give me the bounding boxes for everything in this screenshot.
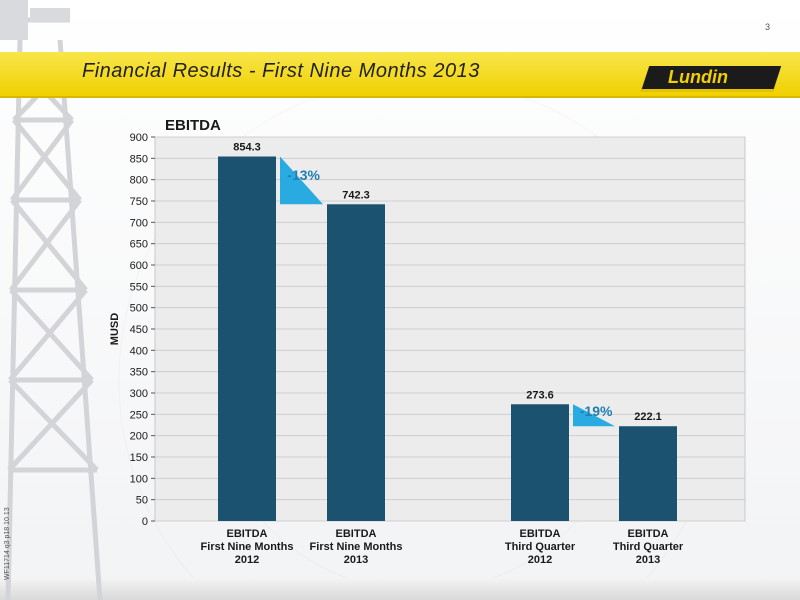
x-tick-label: Third Quarter bbox=[505, 541, 576, 553]
y-tick-label: 700 bbox=[130, 217, 148, 229]
x-tick-label: Third Quarter bbox=[613, 541, 684, 553]
bar-value-label: 273.6 bbox=[526, 389, 554, 401]
y-tick-label: 800 bbox=[130, 175, 148, 187]
page-number: 3 bbox=[764, 22, 770, 32]
slide-title: Financial Results - First Nine Months 20… bbox=[82, 60, 480, 82]
lundin-logo-text: Lundin bbox=[668, 67, 728, 87]
y-tick-label: 100 bbox=[130, 473, 148, 485]
y-tick-label: 550 bbox=[130, 281, 148, 293]
x-tick-label: 2012 bbox=[528, 554, 552, 566]
chart-title: EBITDA bbox=[165, 117, 221, 134]
y-tick-label: 350 bbox=[130, 367, 148, 379]
x-tick-label: EBITDA bbox=[628, 528, 669, 540]
y-tick-label: 500 bbox=[130, 303, 148, 315]
y-tick-label: 600 bbox=[130, 260, 148, 272]
y-tick-label: 200 bbox=[130, 431, 148, 443]
y-tick-label: 0 bbox=[142, 516, 148, 528]
y-tick-label: 50 bbox=[136, 495, 148, 507]
y-tick-label: 250 bbox=[130, 409, 148, 421]
change-percent-label: -19% bbox=[580, 403, 613, 419]
banner-underline bbox=[0, 96, 800, 98]
x-tick-label: First Nine Months bbox=[201, 541, 294, 553]
oil-derrick-icon bbox=[0, 0, 103, 600]
change-triangle bbox=[280, 156, 323, 205]
bottom-strip bbox=[0, 578, 800, 600]
x-tick-label: 2013 bbox=[344, 554, 368, 566]
bar bbox=[619, 426, 677, 521]
change-triangle bbox=[573, 404, 615, 427]
bars: 854.3 742.3 273.6 222.1 bbox=[218, 141, 677, 522]
x-tick-label: EBITDA bbox=[336, 528, 377, 540]
y-axis-ticks: 0 50 100 150 200 250 300 350 400 450 500 550 600 650 7… bbox=[130, 132, 155, 528]
y-tick-label: 450 bbox=[130, 324, 148, 336]
bar-value-label: 854.3 bbox=[233, 141, 261, 153]
bar bbox=[327, 204, 385, 521]
x-tick-label: 2012 bbox=[235, 554, 259, 566]
x-tick-label: EBITDA bbox=[520, 528, 561, 540]
bar bbox=[218, 156, 276, 522]
y-tick-label: 650 bbox=[130, 239, 148, 251]
bar-value-label: 222.1 bbox=[634, 411, 662, 423]
y-tick-label: 300 bbox=[130, 388, 148, 400]
y-tick-label: 400 bbox=[130, 345, 148, 357]
y-tick-label: 850 bbox=[130, 153, 148, 165]
y-tick-label: 150 bbox=[130, 452, 148, 464]
change-annotations: -13% -19% bbox=[280, 156, 615, 427]
change-percent-label: -13% bbox=[287, 167, 320, 183]
y-tick-label: 750 bbox=[130, 196, 148, 208]
x-tick-label: 2013 bbox=[636, 554, 660, 566]
y-tick-label: 900 bbox=[130, 132, 148, 144]
bar bbox=[511, 404, 569, 521]
x-tick-label: First Nine Months bbox=[310, 541, 403, 553]
x-tick-label: EBITDA bbox=[227, 528, 268, 540]
bar-value-label: 742.3 bbox=[342, 189, 370, 201]
y-axis-label: MUSD bbox=[109, 313, 121, 345]
